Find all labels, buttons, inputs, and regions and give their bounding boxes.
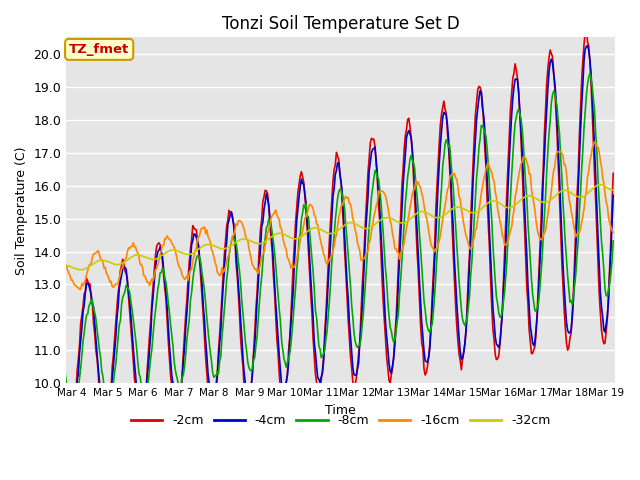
- -32cm: [598, 182, 605, 188]
- -32cm: [559, 188, 567, 193]
- -32cm: [225, 244, 233, 250]
- -8cm: [50, 316, 58, 322]
- Text: TZ_fmet: TZ_fmet: [69, 43, 129, 56]
- Line: -8cm: -8cm: [54, 73, 613, 411]
- -4cm: [609, 192, 617, 198]
- -4cm: [50, 296, 58, 301]
- -16cm: [287, 265, 295, 271]
- -4cm: [364, 194, 372, 200]
- -16cm: [364, 248, 372, 254]
- Line: -2cm: -2cm: [54, 26, 613, 433]
- -8cm: [68, 408, 76, 414]
- -8cm: [225, 253, 233, 259]
- Y-axis label: Soil Temperature (C): Soil Temperature (C): [15, 146, 28, 275]
- -4cm: [67, 430, 74, 436]
- -4cm: [584, 43, 591, 48]
- -16cm: [50, 274, 58, 280]
- -2cm: [559, 283, 567, 288]
- -16cm: [391, 246, 399, 252]
- -2cm: [391, 333, 399, 339]
- -8cm: [609, 238, 617, 244]
- -32cm: [364, 226, 372, 231]
- -16cm: [76, 287, 83, 292]
- -16cm: [462, 233, 470, 239]
- -2cm: [609, 170, 617, 176]
- -8cm: [559, 200, 567, 205]
- -16cm: [591, 139, 598, 144]
- -4cm: [287, 322, 295, 327]
- -4cm: [462, 327, 470, 333]
- -8cm: [462, 319, 470, 324]
- -16cm: [609, 229, 617, 235]
- -2cm: [287, 313, 295, 319]
- -8cm: [287, 342, 295, 348]
- -4cm: [225, 217, 233, 223]
- X-axis label: Time: Time: [325, 404, 356, 417]
- -8cm: [391, 336, 399, 342]
- -2cm: [65, 431, 73, 436]
- Line: -4cm: -4cm: [54, 46, 613, 433]
- -32cm: [50, 266, 58, 272]
- -8cm: [364, 241, 372, 247]
- -4cm: [391, 342, 399, 348]
- -32cm: [391, 217, 399, 223]
- -32cm: [462, 207, 470, 213]
- -2cm: [582, 23, 590, 29]
- -2cm: [462, 327, 470, 333]
- -2cm: [50, 294, 58, 300]
- -8cm: [586, 71, 594, 76]
- -2cm: [225, 207, 233, 213]
- Title: Tonzi Soil Temperature Set D: Tonzi Soil Temperature Set D: [222, 15, 460, 33]
- -32cm: [78, 267, 86, 273]
- -4cm: [559, 262, 567, 267]
- Legend: -2cm, -4cm, -8cm, -16cm, -32cm: -2cm, -4cm, -8cm, -16cm, -32cm: [126, 409, 556, 432]
- -32cm: [287, 235, 295, 240]
- Line: -16cm: -16cm: [54, 142, 613, 289]
- -32cm: [609, 187, 617, 193]
- -2cm: [364, 170, 372, 176]
- Line: -32cm: -32cm: [54, 185, 613, 270]
- -16cm: [225, 252, 233, 258]
- -16cm: [559, 153, 567, 159]
